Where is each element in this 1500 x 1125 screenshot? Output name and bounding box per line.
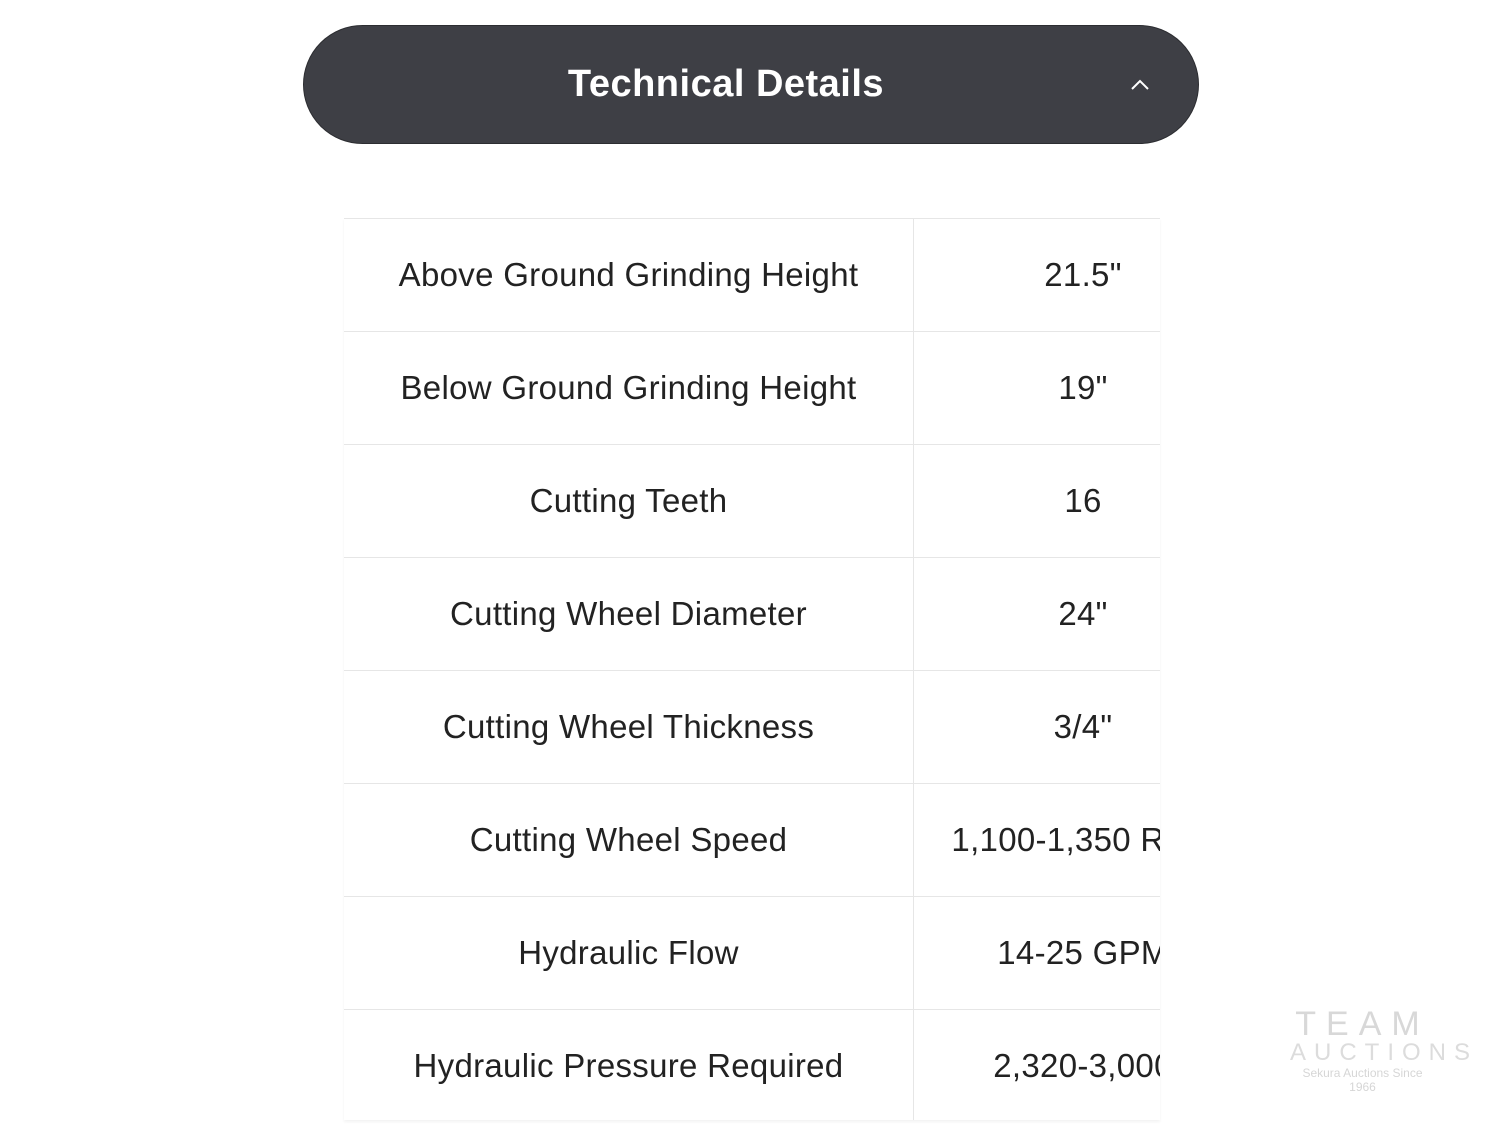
spec-label: Above Ground Grinding Height: [344, 218, 914, 332]
table-row: Cutting Teeth 16: [344, 444, 1160, 558]
spec-value: 14-25 GPM: [913, 896, 1160, 1010]
spec-value: 19": [913, 331, 1160, 445]
spec-label: Hydraulic Flow: [344, 896, 914, 1010]
technical-details-toggle[interactable]: Technical Details: [303, 25, 1199, 144]
spec-value: 21.5": [913, 218, 1160, 332]
spec-label: Cutting Wheel Diameter: [344, 557, 914, 671]
watermark-line3: Sekura Auctions Since 1966: [1302, 1066, 1423, 1094]
spec-label: Hydraulic Pressure Required: [344, 1009, 914, 1120]
spec-label: Cutting Wheel Speed: [344, 783, 914, 897]
spec-label: Cutting Wheel Thickness: [344, 670, 914, 784]
spec-label: Cutting Teeth: [344, 444, 914, 558]
table-row: Cutting Wheel Diameter 24": [344, 557, 1160, 671]
table-row: Cutting Wheel Thickness 3/4": [344, 670, 1160, 784]
spec-value: 2,320-3,000: [913, 1009, 1160, 1120]
specs-table-container: Above Ground Grinding Height 21.5" Below G…: [344, 218, 1160, 1120]
table-row: Below Ground Grinding Height 19": [344, 331, 1160, 445]
specs-table: Above Ground Grinding Height 21.5" Below G…: [344, 218, 1160, 1120]
spec-value: 16: [913, 444, 1160, 558]
table-row: Hydraulic Flow 14-25 GPM: [344, 896, 1160, 1010]
spec-value: 1,100-1,350 RPM: [913, 783, 1160, 897]
section-title: Technical Details: [567, 63, 885, 105]
spec-value: 3/4": [913, 670, 1160, 784]
watermark-logo: TEAM AUCTIONS Sekura Auctions Since 1966: [1290, 1005, 1479, 1094]
watermark-line2: AUCTIONS: [1290, 1039, 1479, 1066]
spec-value: 24": [913, 557, 1160, 671]
table-row: Hydraulic Pressure Required 2,320-3,000: [344, 1009, 1160, 1120]
chevron-up-icon: [1131, 79, 1149, 90]
spec-label: Below Ground Grinding Height: [344, 331, 914, 445]
watermark-line1: TEAM: [1295, 1005, 1430, 1043]
table-row: Above Ground Grinding Height 21.5": [344, 218, 1160, 332]
